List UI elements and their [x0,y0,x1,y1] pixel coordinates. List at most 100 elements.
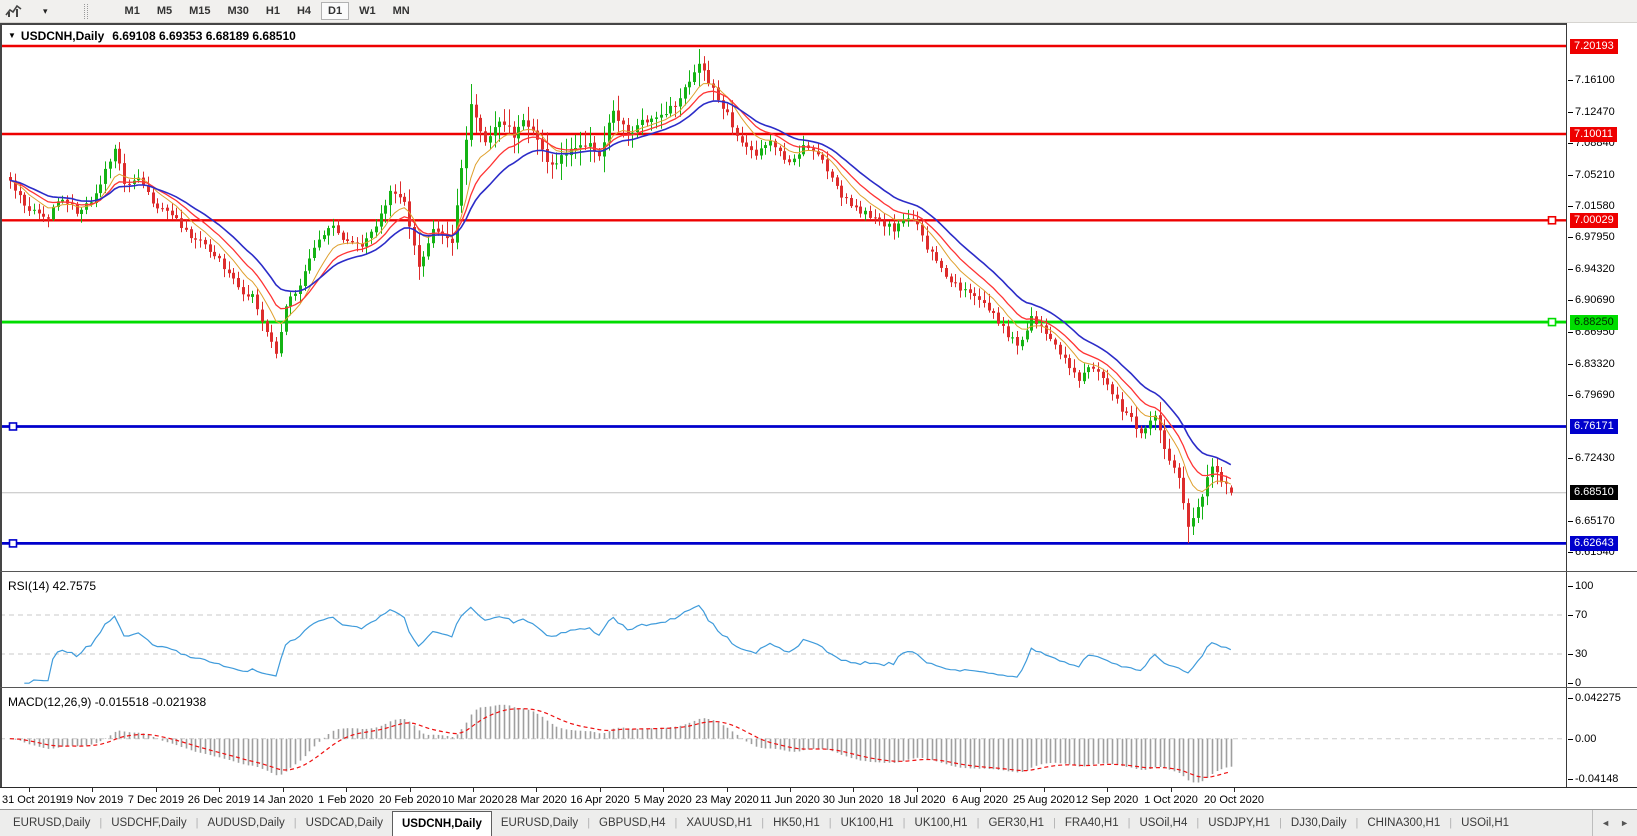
tab-scroll-right-icon[interactable]: ► [1620,818,1629,828]
macd-panel[interactable] [0,687,1566,787]
main-price-chart[interactable] [0,23,1566,571]
price-tick-label: 6.97950 [1568,231,1615,244]
date-tick [536,788,537,792]
date-label: 19 Nov 2019 [60,794,124,806]
date-label: 18 Jul 2020 [888,794,946,806]
tab-separator: | [761,817,765,829]
tab-usdcad-daily[interactable]: USDCAD,Daily [305,817,383,829]
date-tick [727,788,728,792]
timeframe-m5-button[interactable]: M5 [150,2,179,20]
tab-dj30-daily[interactable]: DJ30,Daily [1290,817,1347,829]
date-axis[interactable]: 31 Oct 2019 19 Nov 2019 7 Dec 2019 26 Dec 2… [0,787,1637,809]
tab-eurusd-daily[interactable]: EURUSD,Daily [500,817,579,829]
tab-scroll-left-icon[interactable]: ◄ [1601,818,1611,828]
date-label: 5 May 2020 [634,794,692,806]
price-level-label: 6.62643 [1570,535,1618,551]
toolbar-grip-handle[interactable] [83,3,88,19]
date-tick [980,788,981,792]
price-level-label: 6.88250 [1570,314,1618,330]
date-tick [917,788,918,792]
tab-separator: | [976,817,980,829]
macd-indicator-label: MACD(12,26,9) -0.015518 -0.021938 [8,695,207,709]
price-tick-label: 6.65170 [1568,514,1615,527]
tab-separator: | [99,817,103,829]
date-label: 20 Feb 2020 [379,794,441,806]
rsi-panel[interactable] [0,571,1566,687]
timeframe-m1-button[interactable]: M1 [118,2,147,20]
tab-separator: | [674,817,678,829]
tab-uk100-h1[interactable]: UK100,H1 [914,817,968,829]
date-label: 30 Jun 2020 [822,794,884,806]
date-tick [853,788,854,792]
date-label: 1 Feb 2020 [318,794,374,806]
tab-fra40-h1[interactable]: FRA40,H1 [1064,817,1119,829]
tab-china300-h1[interactable]: CHINA300,H1 [1367,817,1441,829]
tab-ger30-h1[interactable]: GER30,H1 [988,817,1045,829]
panel-separator[interactable] [0,571,1637,572]
date-label: 6 Aug 2020 [952,794,1008,806]
chart-window: ▼ USDCNH,Daily 6.69108 6.69353 6.68189 6.6… [0,23,1637,809]
date-label: 20 Oct 2020 [1204,794,1264,806]
tab-hk50-h1[interactable]: HK50,H1 [773,817,820,829]
tab-usdjpy-h1[interactable]: USDJPY,H1 [1208,817,1271,829]
top-toolbar: ▾ M1 M5 M15 M30 H1 H4 D1 W1 MN [0,0,1637,23]
date-label: 12 Sep 2020 [1075,794,1139,806]
tab-separator: | [195,817,199,829]
date-tick [1234,788,1235,792]
price-tick-label: 7.01580 [1568,199,1615,212]
price-tick-label: 7.12470 [1568,105,1615,118]
date-label: 11 Jun 2020 [760,794,820,806]
tab-separator: | [1196,817,1200,829]
date-label: 1 Oct 2020 [1144,794,1198,806]
price-tick-label: 6.72430 [1568,451,1615,464]
timeframe-h1-button[interactable]: H1 [259,2,287,20]
price-tick-label: 6.94320 [1568,262,1615,275]
tab-audusd-daily[interactable]: AUDUSD,Daily [207,817,285,829]
tab-separator: | [1279,817,1282,829]
tab-scroll-buttons: ◄ ► [1592,810,1637,836]
tab-uk100-h1[interactable]: UK100,H1 [840,817,894,829]
tab-eurusd-daily[interactable]: EURUSD,Daily [13,817,91,829]
date-tick [346,788,347,792]
timeframe-mn-button[interactable]: MN [386,2,417,20]
tab-separator: | [1127,817,1131,829]
timeframe-m30-button[interactable]: M30 [221,2,256,20]
date-tick [1107,788,1108,792]
date-label: 14 Jan 2020 [252,794,314,806]
chart-symbol-label: USDCNH,Daily [20,29,105,43]
tab-usoil-h4[interactable]: USOil,H4 [1139,817,1188,829]
date-label: 25 Aug 2020 [1013,794,1075,806]
timeframe-d1-button[interactable]: D1 [321,2,350,20]
price-level-label: 7.10011 [1570,126,1617,142]
tab-separator: | [1449,817,1453,829]
rsi-indicator-label: RSI(14) 42.7575 [8,579,97,593]
price-tick-label: 6.90690 [1568,294,1615,306]
tab-separator: | [828,817,832,829]
panel-separator[interactable] [0,687,1637,688]
price-level-label: 7.00029 [1570,212,1618,228]
timeframe-m15-button[interactable]: M15 [182,2,217,20]
date-tick [600,788,601,792]
price-scale[interactable]: 7.16100 7.12470 7.08840 7.05210 7.01580 6.979… [1566,23,1637,787]
macd-scale-label: 0.00 [1567,732,1597,745]
date-tick [283,788,284,792]
date-tick [219,788,220,792]
date-label: 26 Dec 2019 [187,794,251,806]
price-level-label: 6.76171 [1570,419,1618,434]
price-tick-label: 6.83320 [1568,357,1615,370]
date-tick [156,788,157,792]
timeframe-h4-button[interactable]: H4 [290,2,318,20]
timeframe-w1-button[interactable]: W1 [352,2,383,20]
tab-usdcnh-daily[interactable]: USDCNH,Daily [391,810,492,836]
price-tick-label: 7.05210 [1568,168,1615,181]
toolbar-dropdown-arrow-icon[interactable]: ▾ [43,6,48,16]
date-label: 23 May 2020 [695,794,759,806]
tab-gbpusd-h4[interactable]: GBPUSD,H4 [599,817,666,829]
tab-xauusd-h1[interactable]: XAUUSD,H1 [686,817,753,829]
collapse-arrow-icon[interactable]: ▼ [8,31,16,40]
chart-tools-icon[interactable] [5,3,23,19]
tab-usoil-h1[interactable]: USOil,H1 [1461,817,1510,829]
tab-usdchf-daily[interactable]: USDCHF,Daily [111,817,187,829]
chart-title: ▼ USDCNH,Daily 6.69108 6.69353 6.68189 6.6… [8,29,296,43]
timeframe-buttons: M1 M5 M15 M30 H1 H4 D1 W1 MN [118,2,417,20]
